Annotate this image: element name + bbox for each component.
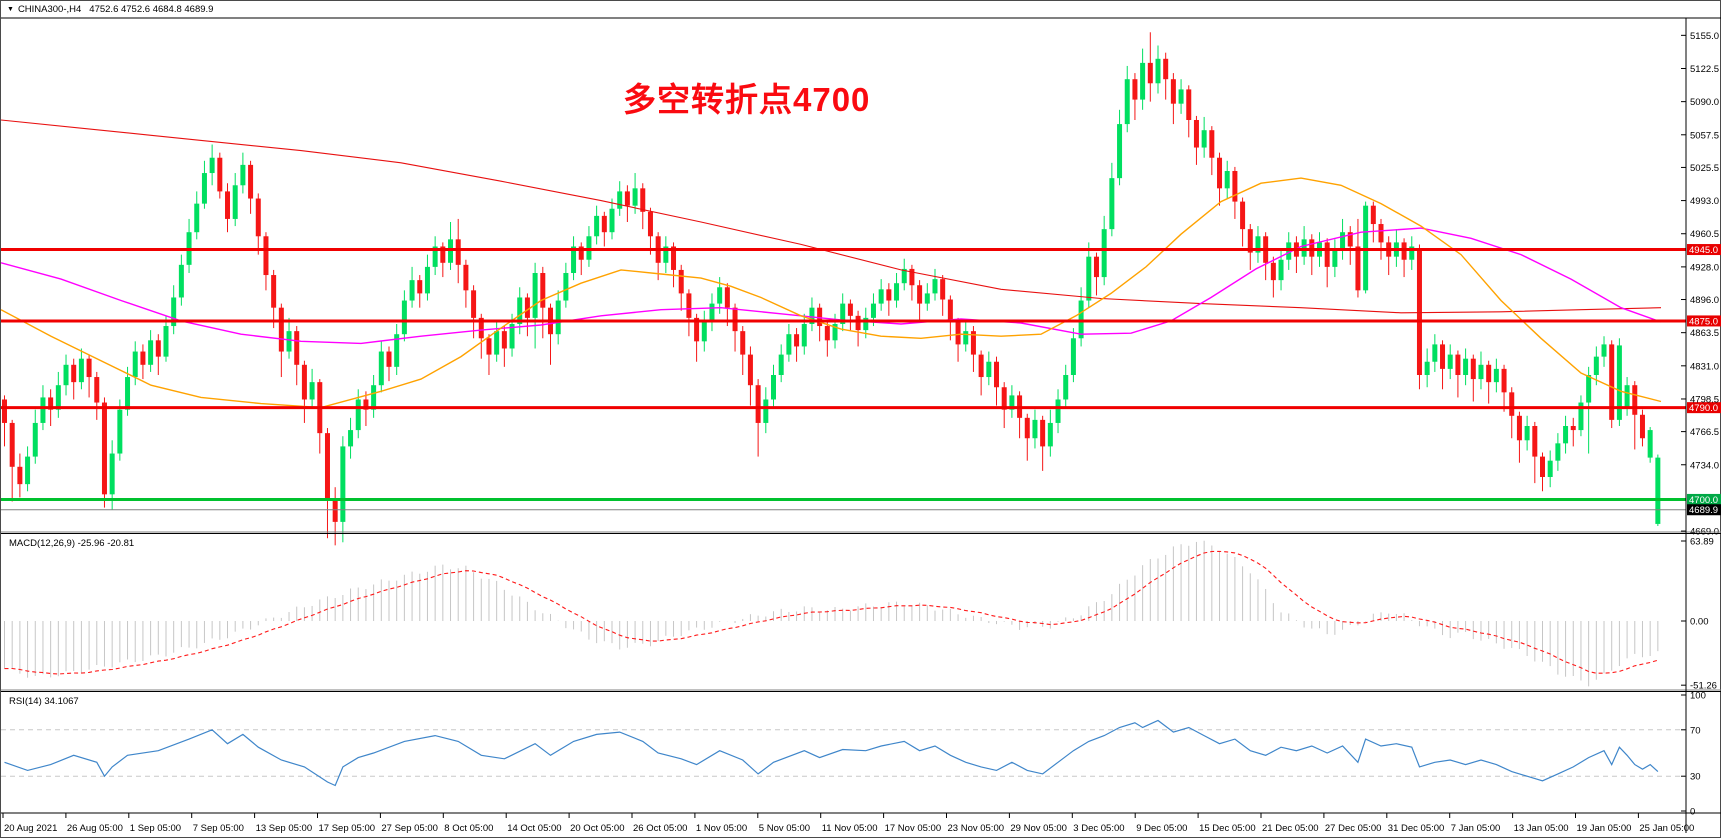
- chart-annotation: 多空转折点4700: [623, 81, 871, 118]
- time-axis-label: 23 Nov 05:00: [948, 823, 1005, 834]
- macd-axis: 63.89 0.00 -51.26: [1681, 537, 1717, 692]
- price-axis: 5155.0 5122.5 5090.0 5057.5 5025.5 4993.0 4960…: [1681, 31, 1719, 538]
- candlestick-series: [2, 32, 1661, 546]
- price-level-badge: [1687, 244, 1721, 256]
- time-axis-label: 7 Jan 05:00: [1451, 823, 1501, 834]
- panel-borders: [1, 17, 1721, 833]
- rsi-indicator-label: RSI(14) 34.1067: [9, 696, 79, 707]
- ma-mid-line: [1, 227, 1662, 345]
- support-line-4700.0: 4700.0: [1, 493, 1721, 506]
- resistance-line-4790.0: 4790.0: [1, 402, 1721, 414]
- time-axis-label: 17 Nov 05:00: [885, 823, 942, 834]
- rsi-axis-label: 70: [1690, 725, 1701, 736]
- price-axis-label: 4831.0: [1690, 361, 1719, 372]
- macd-axis-label: 0.00: [1690, 617, 1709, 628]
- price-axis-label: 5057.5: [1690, 130, 1719, 141]
- time-axis-label: 7 Sep 05:00: [193, 823, 244, 834]
- time-axis-label: 13 Sep 05:00: [256, 823, 313, 834]
- ma-slow-line: [1, 119, 1662, 314]
- time-axis-label: 13 Jan 05:00: [1514, 823, 1569, 834]
- price-axis-label: 5090.0: [1690, 97, 1719, 108]
- time-axis-label: 9 Dec 05:00: [1136, 823, 1187, 834]
- rsi-axis-label: 100: [1690, 691, 1706, 702]
- quote-ohlc-label: 4752.6 4752.6 4684.8 4689.9: [89, 4, 214, 15]
- chevron-down-icon[interactable]: ▼: [7, 6, 14, 13]
- chart-title-bar: ▼ CHINA300-,H4 4752.6 4752.6 4684.8 4689.9: [7, 4, 213, 15]
- time-axis-label: 31 Dec 05:00: [1388, 823, 1445, 834]
- price-level-badge: [1687, 493, 1721, 505]
- macd-axis-label: 63.89: [1690, 537, 1714, 548]
- time-axis-label: 29 Nov 05:00: [1010, 823, 1067, 834]
- time-axis-label: 1 Nov 05:00: [696, 823, 747, 834]
- time-axis-label: 15 Dec 05:00: [1199, 823, 1256, 834]
- rsi-axis: 100 70 30 0: [1681, 691, 1706, 818]
- svg-text:4689.9: 4689.9: [1689, 505, 1718, 516]
- price-axis-label: 4766.5: [1690, 427, 1719, 438]
- price-axis-label: 4798.5: [1690, 394, 1719, 405]
- rsi-axis-label: 0: [1690, 807, 1695, 818]
- svg-text:4790.0: 4790.0: [1689, 403, 1718, 414]
- price-level-badge: [1687, 315, 1721, 327]
- current-price-line: 4689.9: [1, 504, 1721, 516]
- price-level-badge: [1687, 402, 1721, 414]
- price-axis-label: 4734.0: [1690, 460, 1719, 471]
- svg-text:4700.0: 4700.0: [1689, 495, 1718, 506]
- time-axis-label: 26 Aug 05:00: [67, 823, 123, 834]
- macd-indicator-label: MACD(12,26,9) -25.96 -20.81: [9, 538, 135, 549]
- price-axis-label: 4896.0: [1690, 295, 1719, 306]
- time-axis-label: 8 Oct 05:00: [444, 823, 493, 834]
- time-axis-label: 11 Nov 05:00: [822, 823, 878, 834]
- time-axis: 20 Aug 2021 26 Aug 05:00 1 Sep 05:00 7 Sep …: [2, 813, 1694, 834]
- time-axis-label: 19 Jan 05:00: [1577, 823, 1632, 834]
- macd-axis-label: -51.26: [1690, 681, 1717, 692]
- rsi-axis-label: 30: [1690, 772, 1701, 783]
- time-axis-label: 27 Sep 05:00: [381, 823, 438, 834]
- rsi-levels: [1, 729, 1686, 777]
- price-axis-label: 4960.5: [1690, 229, 1719, 240]
- rsi-line: [4, 719, 1659, 787]
- ma-fast-line: [1, 177, 1662, 409]
- time-axis-label: 25 Jan 05:00: [1639, 823, 1694, 834]
- price-axis-label: 5155.0: [1690, 31, 1719, 42]
- macd-signal-line: [4, 550, 1659, 675]
- time-axis-label: 20 Oct 05:00: [570, 823, 624, 834]
- price-axis-label: 4928.0: [1690, 262, 1719, 273]
- price-axis-label: 5025.5: [1690, 163, 1719, 174]
- time-axis-label: 21 Dec 05:00: [1262, 823, 1319, 834]
- time-axis-label: 3 Dec 05:00: [1073, 823, 1124, 834]
- time-axis-label: 1 Sep 05:00: [130, 823, 181, 834]
- time-axis-label: 26 Oct 05:00: [633, 823, 687, 834]
- time-axis-label: 14 Oct 05:00: [507, 823, 561, 834]
- symbol-timeframe-label: CHINA300-,H4: [17, 4, 82, 15]
- price-axis-label: 4993.0: [1690, 196, 1719, 207]
- resistance-line-4945.0: 4945.0: [1, 244, 1721, 256]
- svg-text:4945.0: 4945.0: [1689, 245, 1718, 256]
- price-axis-label: 5122.5: [1690, 64, 1719, 75]
- macd-histogram: [4, 540, 1659, 687]
- resistance-line-4875.0: 4875.0: [1, 315, 1721, 327]
- current-price-badge: [1687, 504, 1721, 516]
- time-axis-label: 20 Aug 2021: [4, 823, 57, 834]
- time-axis-label: 27 Dec 05:00: [1325, 823, 1382, 834]
- time-axis-label: 5 Nov 05:00: [759, 823, 810, 834]
- price-axis-label: 4863.5: [1690, 328, 1719, 339]
- svg-text:4875.0: 4875.0: [1689, 316, 1718, 327]
- time-axis-label: 17 Sep 05:00: [319, 823, 376, 834]
